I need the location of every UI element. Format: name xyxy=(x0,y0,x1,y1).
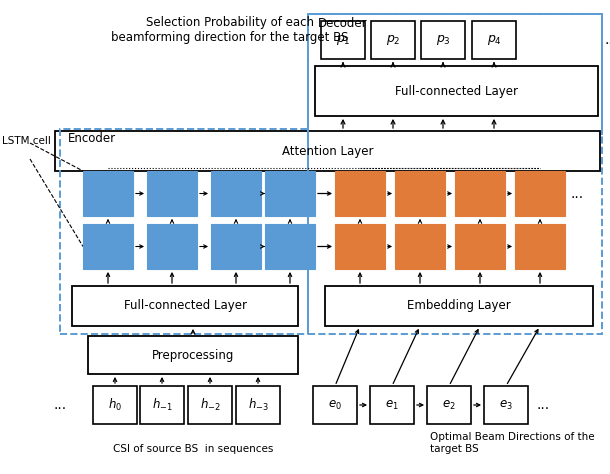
Bar xyxy=(211,171,261,216)
Text: ...: ... xyxy=(605,33,610,47)
Bar xyxy=(370,386,414,424)
Text: ...: ... xyxy=(570,186,583,201)
Bar xyxy=(60,129,308,334)
Bar xyxy=(325,286,593,326)
Text: $h_{-3}$: $h_{-3}$ xyxy=(248,397,268,413)
Bar xyxy=(313,386,357,424)
Text: $e_2$: $e_2$ xyxy=(442,399,456,411)
Bar xyxy=(455,224,505,269)
Text: Optimal Beam Directions of the
target BS: Optimal Beam Directions of the target BS xyxy=(430,432,595,454)
Text: Embedding Layer: Embedding Layer xyxy=(407,300,511,312)
Text: Encoder: Encoder xyxy=(68,132,116,145)
Bar xyxy=(321,21,365,59)
Bar xyxy=(472,21,516,59)
Bar xyxy=(421,21,465,59)
Bar xyxy=(140,386,184,424)
Bar xyxy=(83,171,133,216)
Bar xyxy=(455,171,505,216)
Bar xyxy=(265,171,315,216)
Bar xyxy=(265,224,315,269)
Bar xyxy=(83,224,133,269)
Bar xyxy=(236,386,280,424)
Text: Attention Layer: Attention Layer xyxy=(282,145,373,157)
Bar xyxy=(395,224,445,269)
Bar xyxy=(484,386,528,424)
Bar xyxy=(147,224,197,269)
Text: $e_3$: $e_3$ xyxy=(499,399,513,411)
Text: Selection Probability of each
beamforming direction for the target BS: Selection Probability of each beamformin… xyxy=(111,16,349,44)
Bar xyxy=(335,224,385,269)
Bar xyxy=(427,386,471,424)
Bar xyxy=(88,336,298,374)
Bar xyxy=(55,131,600,171)
Text: $p_3$: $p_3$ xyxy=(436,33,450,47)
Text: Decoder: Decoder xyxy=(318,17,368,30)
Text: CSI of source BS  in sequences: CSI of source BS in sequences xyxy=(113,444,273,454)
Text: ...: ... xyxy=(54,398,66,412)
Bar xyxy=(72,286,298,326)
Bar xyxy=(335,171,385,216)
Bar xyxy=(308,14,602,334)
Text: $p_1$: $p_1$ xyxy=(336,33,350,47)
Text: $e_1$: $e_1$ xyxy=(385,399,399,411)
Text: $e_0$: $e_0$ xyxy=(328,399,342,411)
Text: $h_{-1}$: $h_{-1}$ xyxy=(152,397,173,413)
Bar xyxy=(315,66,598,116)
Text: Full-connected Layer: Full-connected Layer xyxy=(123,300,246,312)
Bar xyxy=(515,224,565,269)
Bar xyxy=(308,14,602,134)
Bar xyxy=(93,386,137,424)
Text: $h_0$: $h_0$ xyxy=(108,397,122,413)
Bar xyxy=(211,224,261,269)
Text: $h_{-2}$: $h_{-2}$ xyxy=(199,397,220,413)
Bar xyxy=(188,386,232,424)
Text: ...: ... xyxy=(536,398,549,412)
Text: LSTM cell: LSTM cell xyxy=(2,136,51,146)
Bar xyxy=(395,171,445,216)
Bar xyxy=(371,21,415,59)
Bar xyxy=(515,171,565,216)
Text: Preprocessing: Preprocessing xyxy=(152,348,234,362)
Text: Full-connected Layer: Full-connected Layer xyxy=(395,84,518,98)
Text: $p_2$: $p_2$ xyxy=(386,33,400,47)
Text: $p_4$: $p_4$ xyxy=(487,33,501,47)
Bar xyxy=(147,171,197,216)
